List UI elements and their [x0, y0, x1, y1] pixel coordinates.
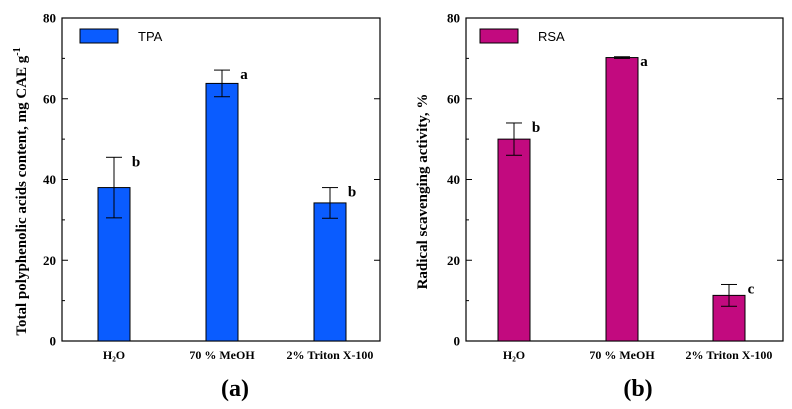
- chart-b-y-tick-label: 20: [447, 253, 460, 268]
- chart-b-bar: [497, 138, 531, 342]
- chart-b-x-tick-label: 2% Triton X-100: [686, 348, 773, 362]
- chart-b-legend-swatch: [479, 28, 519, 44]
- chart-b-significance-label: c: [748, 281, 755, 297]
- chart-b-y-tick-label: 60: [447, 91, 460, 106]
- chart-a-y-tick-label: 60: [43, 91, 56, 106]
- chart-b-y-tick-label: 0: [454, 334, 461, 349]
- chart-b-significance-label: b: [532, 120, 540, 136]
- chart-b-y-tick-label: 40: [447, 172, 460, 187]
- chart-a-legend-swatch: [79, 28, 119, 44]
- chart-a-bar: [205, 82, 239, 342]
- chart-a-significance-label: b: [132, 154, 140, 170]
- chart-a-significance-label: a: [240, 67, 248, 83]
- chart-b-bar: [605, 57, 639, 342]
- chart-a-y-axis-label: Total polyphenolic acids content, mg CAE…: [12, 47, 30, 335]
- chart-a-bar: [313, 202, 347, 342]
- chart-b-legend-label: RSA: [538, 29, 565, 44]
- chart-a-y-tick-label: 0: [50, 334, 57, 349]
- chart-b-x-tick-label: 70 % MeOH: [589, 348, 655, 362]
- chart-a-x-tick-label: 2% Triton X-100: [287, 348, 374, 362]
- chart-b: 0 20 40 60 80 b H₂O a 70 % MeOH c 2% Triton X-100 R…: [415, 11, 784, 402]
- chart-b-y-tick-label: 80: [447, 11, 460, 26]
- chart-a-x-tick-label: H₂O: [103, 348, 125, 362]
- chart-a-x-tick-label: 70 % MeOH: [189, 348, 255, 362]
- chart-a: 0 20 40 60 80 b H₂O a 70 % MeOH b 2% Triton X-100 T…: [12, 11, 381, 402]
- chart-a-panel-label: (a): [221, 376, 249, 402]
- chart-a-significance-label: b: [348, 185, 356, 201]
- chart-a-y-axis-label-superscript: -1: [12, 47, 23, 55]
- chart-a-y-tick-label: 80: [43, 11, 56, 26]
- chart-b-x-tick-label: H₂O: [503, 348, 525, 362]
- chart-b-y-axis-label: Radical scavenging activity, %: [415, 94, 431, 290]
- chart-b-panel-label: (b): [623, 376, 652, 402]
- chart-b-significance-label: a: [640, 54, 648, 70]
- chart-a-y-tick-label: 20: [43, 253, 56, 268]
- chart-a-legend-label: TPA: [138, 29, 163, 44]
- chart-a-y-tick-label: 40: [43, 172, 56, 187]
